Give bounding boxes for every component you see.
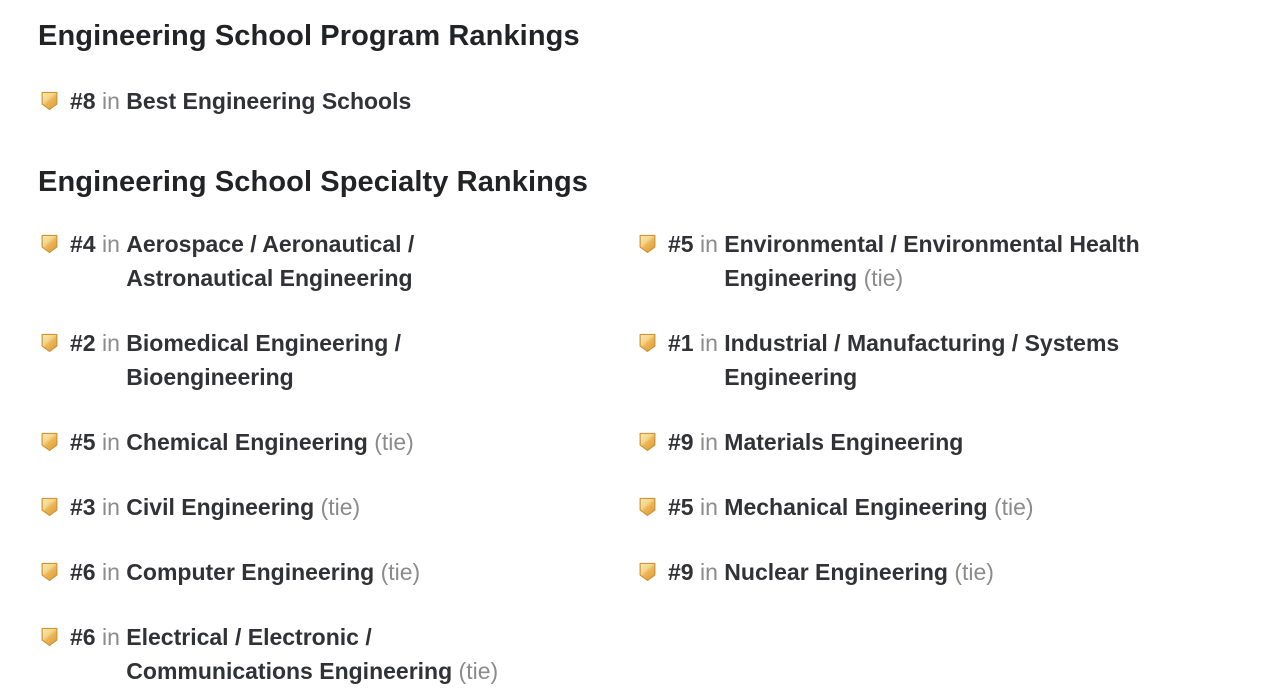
in-label: in — [699, 429, 718, 455]
ranking-item: #8 in Best Engineering Schools — [38, 84, 1245, 118]
rank-badge-icon — [38, 331, 61, 354]
ranking-item: #5 in Mechanical Engineering (tie) — [636, 490, 1245, 524]
rank-badge-icon — [636, 331, 659, 354]
in-label: in — [699, 231, 718, 257]
rank-number: #3 — [70, 494, 96, 520]
program-rankings-heading: Engineering School Program Rankings — [38, 20, 580, 52]
ranking-item: #9 in Materials Engineering — [636, 425, 1245, 459]
ranking-link[interactable]: #1 in Industrial / Manufacturing / Syste… — [668, 326, 1204, 394]
specialty-rankings-grid: #4 in Aerospace / Aeronautical / Astrona… — [38, 227, 1245, 688]
rank-badge-icon — [38, 625, 61, 648]
ranking-link[interactable]: #2 in Biomedical Engineering / Bioengine… — [70, 326, 546, 394]
rank-number: #5 — [70, 429, 96, 455]
specialty-name: Materials Engineering — [724, 429, 964, 455]
rank-badge-icon — [38, 560, 61, 583]
ranking-item: #4 in Aerospace / Aeronautical / Astrona… — [38, 227, 636, 295]
ranking-link[interactable]: #8 in Best Engineering Schools — [70, 84, 411, 118]
ranking-link[interactable]: #9 in Materials Engineering — [668, 425, 963, 459]
in-label: in — [101, 330, 120, 356]
in-label: in — [101, 494, 120, 520]
rank-number: #8 — [70, 88, 96, 114]
tie-label: (tie) — [374, 429, 414, 455]
in-label: in — [699, 559, 718, 585]
rank-number: #6 — [70, 624, 96, 650]
rank-badge-icon — [38, 430, 61, 453]
specialty-name: Electrical / Electronic / Communications… — [126, 624, 453, 684]
rank-badge-icon — [38, 232, 61, 255]
rank-badge-icon — [38, 495, 61, 518]
ranking-link[interactable]: #5 in Environmental / Environmental Heal… — [668, 227, 1204, 295]
tie-label: (tie) — [954, 559, 994, 585]
specialty-name: Best Engineering Schools — [126, 88, 412, 114]
rank-badge-icon — [38, 89, 61, 112]
ranking-item: #6 in Electrical / Electronic / Communic… — [38, 620, 636, 688]
in-label: in — [699, 494, 718, 520]
rank-badge-icon — [636, 232, 659, 255]
ranking-item: #5 in Environmental / Environmental Heal… — [636, 227, 1245, 295]
in-label: in — [699, 330, 718, 356]
rank-badge-icon — [636, 495, 659, 518]
specialty-name: Industrial / Manufacturing / Systems Eng… — [724, 330, 1120, 390]
specialty-name: Aerospace / Aeronautical / Astronautical… — [126, 231, 415, 291]
specialty-name: Biomedical Engineering / Bioengineering — [126, 330, 402, 390]
in-label: in — [101, 559, 120, 585]
in-label: in — [101, 624, 120, 650]
tie-label: (tie) — [458, 658, 499, 684]
specialty-name: Computer Engineering — [126, 559, 375, 585]
tie-label: (tie) — [320, 494, 361, 520]
rank-number: #4 — [70, 231, 96, 257]
in-label: in — [101, 231, 120, 257]
in-label: in — [101, 429, 120, 455]
ranking-link[interactable]: #5 in Chemical Engineering (tie) — [70, 425, 414, 459]
ranking-item: #2 in Biomedical Engineering / Bioengine… — [38, 326, 636, 394]
program-rankings-list: #8 in Best Engineering Schools — [38, 84, 1245, 118]
tie-label: (tie) — [380, 559, 421, 585]
specialty-name: Mechanical Engineering — [724, 494, 988, 520]
ranking-item: #6 in Computer Engineering (tie) — [38, 555, 636, 589]
specialty-name: Environmental / Environmental Health Eng… — [724, 231, 1140, 291]
specialty-rankings-heading: Engineering School Specialty Rankings — [38, 166, 588, 198]
rank-badge-icon — [636, 560, 659, 583]
tie-label: (tie) — [993, 494, 1034, 520]
rank-number: #2 — [70, 330, 96, 356]
in-label: in — [101, 88, 120, 114]
ranking-link[interactable]: #6 in Electrical / Electronic / Communic… — [70, 620, 546, 688]
ranking-item: #1 in Industrial / Manufacturing / Syste… — [636, 326, 1245, 394]
rank-number: #5 — [668, 231, 694, 257]
ranking-link[interactable]: #6 in Computer Engineering (tie) — [70, 555, 420, 589]
tie-label: (tie) — [863, 265, 904, 291]
specialty-name: Nuclear Engineering — [724, 559, 948, 585]
ranking-link[interactable]: #4 in Aerospace / Aeronautical / Astrona… — [70, 227, 546, 295]
ranking-link[interactable]: #3 in Civil Engineering (tie) — [70, 490, 360, 524]
ranking-item: #5 in Chemical Engineering (tie) — [38, 425, 636, 459]
rank-number: #9 — [668, 429, 694, 455]
rank-number: #6 — [70, 559, 96, 585]
rank-number: #9 — [668, 559, 694, 585]
rank-badge-icon — [636, 430, 659, 453]
ranking-link[interactable]: #5 in Mechanical Engineering (tie) — [668, 490, 1034, 524]
specialty-name: Civil Engineering — [126, 494, 315, 520]
ranking-item: #9 in Nuclear Engineering (tie) — [636, 555, 1245, 589]
rank-number: #5 — [668, 494, 694, 520]
specialty-name: Chemical Engineering — [126, 429, 368, 455]
rank-number: #1 — [668, 330, 694, 356]
ranking-link[interactable]: #9 in Nuclear Engineering (tie) — [668, 555, 994, 589]
ranking-item: #3 in Civil Engineering (tie) — [38, 490, 636, 524]
